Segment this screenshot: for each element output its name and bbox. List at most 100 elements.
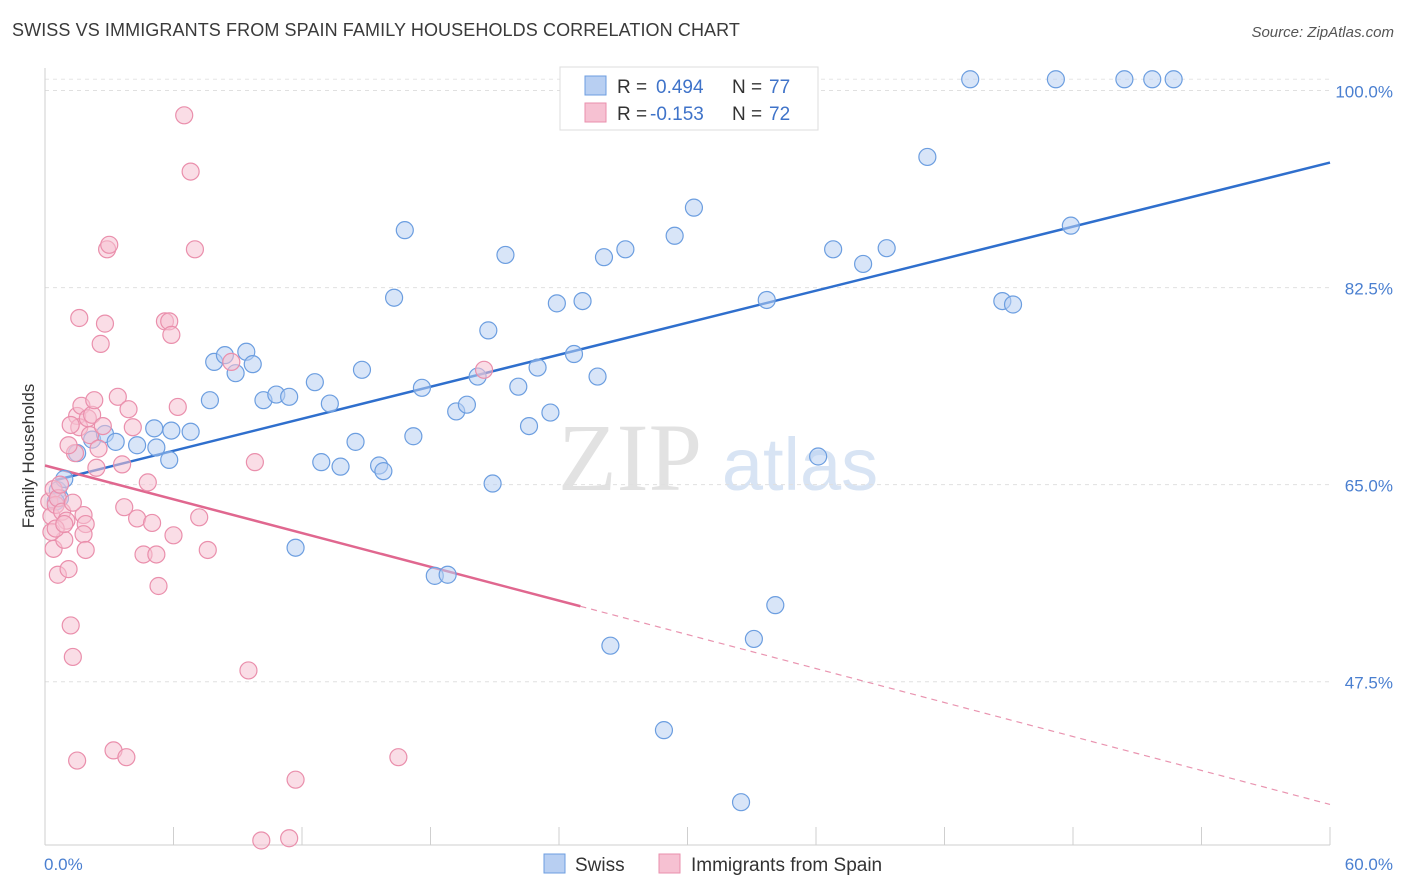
legend-swatch-spain bbox=[584, 102, 607, 123]
swiss-point bbox=[616, 240, 635, 259]
swiss-point bbox=[331, 457, 350, 476]
spain-trend-line bbox=[44, 464, 581, 608]
spain-point bbox=[87, 458, 106, 477]
swiss-point bbox=[564, 344, 584, 364]
spain-point bbox=[108, 387, 127, 406]
swiss-point bbox=[438, 565, 457, 584]
swiss-point bbox=[918, 147, 937, 167]
watermark-atlas: atlas bbox=[722, 423, 878, 506]
bottom-legend-label-spain: Immigrants from Spain bbox=[691, 855, 882, 876]
spain-point bbox=[239, 661, 258, 680]
spain-point bbox=[168, 397, 187, 417]
swiss-point bbox=[1164, 70, 1183, 89]
chart-title: SWISS VS IMMIGRANTS FROM SPAIN FAMILY HO… bbox=[12, 20, 741, 40]
spain-point bbox=[474, 360, 494, 379]
swiss-point bbox=[147, 438, 166, 457]
y-tick-label: 47.5% bbox=[1345, 674, 1393, 693]
spain-point bbox=[50, 475, 70, 494]
swiss-point bbox=[1143, 70, 1162, 89]
spain-point bbox=[91, 334, 110, 353]
swiss-point bbox=[766, 596, 785, 615]
swiss-point bbox=[541, 403, 560, 422]
swiss-point bbox=[1003, 295, 1023, 314]
spain-point bbox=[147, 545, 166, 564]
swiss-point bbox=[877, 239, 896, 258]
swiss-point bbox=[757, 290, 776, 310]
spain-trend-line-extrapolated bbox=[580, 605, 1331, 806]
spain-point bbox=[74, 525, 93, 544]
source-label: Source: ZipAtlas.com bbox=[1251, 24, 1394, 41]
swiss-point bbox=[200, 391, 220, 410]
spain-point bbox=[389, 748, 408, 767]
spain-point bbox=[59, 560, 78, 579]
spain-point bbox=[117, 748, 136, 767]
x-tick-label-min: 0.0% bbox=[44, 855, 83, 874]
swiss-point bbox=[961, 70, 980, 89]
swiss-point bbox=[588, 367, 607, 386]
legend-n-value-swiss: 77 bbox=[769, 77, 790, 98]
swiss-point bbox=[509, 377, 528, 396]
bottom-legend: Swiss Immigrants from Spain bbox=[543, 853, 882, 876]
spain-point bbox=[89, 439, 108, 458]
legend-r-value-swiss: 0.494 bbox=[656, 77, 704, 98]
swiss-point bbox=[824, 240, 843, 259]
swiss-point bbox=[312, 453, 331, 472]
spain-point bbox=[76, 540, 95, 560]
swiss-point bbox=[457, 395, 477, 414]
swiss-point bbox=[395, 221, 414, 240]
y-axis-label: Family Households bbox=[19, 384, 38, 529]
spain-point bbox=[286, 770, 305, 789]
swiss-point bbox=[479, 321, 498, 340]
swiss-point bbox=[286, 538, 305, 557]
spain-point bbox=[63, 647, 82, 667]
spain-point bbox=[185, 240, 205, 259]
bottom-legend-swatch-spain bbox=[658, 853, 681, 874]
swiss-point bbox=[305, 373, 324, 392]
spain-point bbox=[80, 426, 100, 445]
spain-point bbox=[59, 436, 78, 455]
swiss-point bbox=[854, 254, 873, 274]
swiss-point bbox=[519, 416, 539, 436]
spain-point bbox=[70, 308, 89, 328]
spain-point bbox=[149, 576, 168, 596]
spain-point bbox=[119, 400, 138, 419]
swiss-point bbox=[496, 245, 515, 265]
spain-point bbox=[280, 829, 299, 848]
swiss-point bbox=[665, 226, 684, 245]
legend-n-label-spain: N = bbox=[732, 104, 762, 125]
spain-point bbox=[61, 616, 80, 635]
spain-point bbox=[63, 493, 82, 512]
swiss-point bbox=[1115, 70, 1134, 89]
spain-point bbox=[162, 325, 181, 344]
bottom-legend-swatch-swiss bbox=[543, 853, 566, 874]
y-tick-labels: 47.5% 65.0% 82.5% 100.0% bbox=[1335, 83, 1393, 693]
swiss-point bbox=[744, 629, 763, 649]
swiss-point bbox=[1061, 216, 1080, 235]
swiss-point bbox=[654, 721, 674, 740]
y-tick-label: 100.0% bbox=[1335, 83, 1393, 102]
swiss-point bbox=[528, 358, 547, 377]
trend-lines bbox=[44, 161, 1331, 806]
legend-n-value-spain: 72 bbox=[769, 104, 790, 125]
spain-point bbox=[68, 751, 87, 770]
swiss-point bbox=[684, 198, 704, 217]
swiss-point bbox=[384, 288, 404, 307]
spain-point bbox=[164, 526, 183, 545]
x-tick-label-max: 60.0% bbox=[1345, 855, 1393, 874]
swiss-point bbox=[145, 419, 164, 438]
legend-swatch-swiss bbox=[584, 75, 607, 96]
watermark: ZIP atlas bbox=[558, 404, 878, 511]
bottom-legend-label-swiss: Swiss bbox=[575, 855, 625, 876]
swiss-point bbox=[280, 387, 299, 406]
swiss-point bbox=[352, 360, 372, 379]
swiss-point bbox=[162, 421, 181, 440]
spain-point bbox=[61, 415, 80, 435]
spain-point bbox=[123, 418, 142, 437]
swiss-point bbox=[594, 248, 614, 267]
swiss-trend-line bbox=[55, 161, 1331, 482]
spain-point bbox=[85, 391, 104, 410]
swiss-point bbox=[547, 294, 566, 313]
legend-n-label-swiss: N = bbox=[732, 77, 762, 98]
legend-r-label-swiss: R = bbox=[617, 77, 647, 98]
